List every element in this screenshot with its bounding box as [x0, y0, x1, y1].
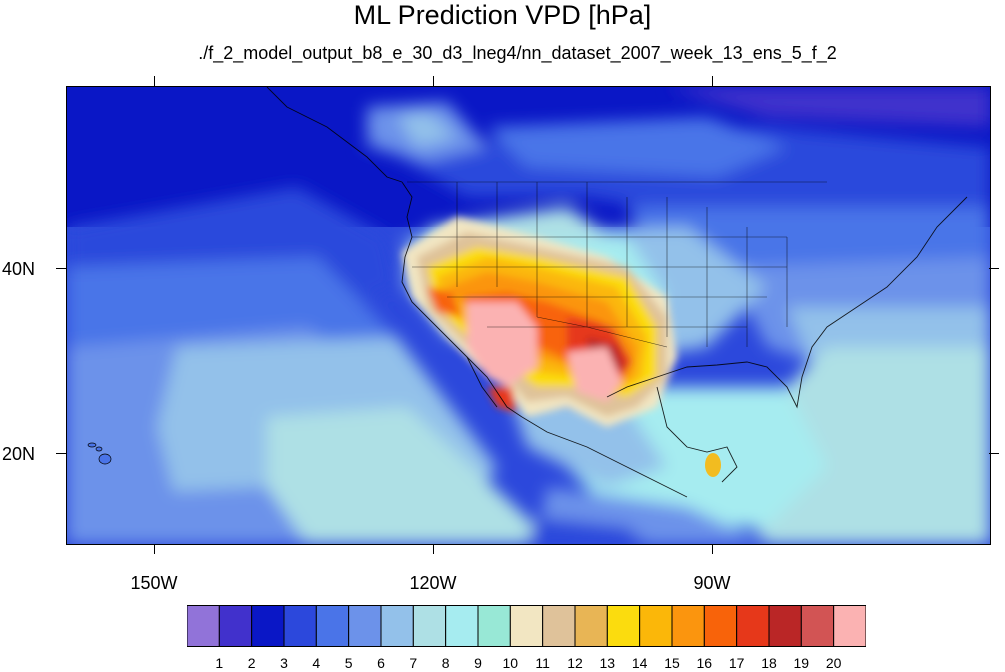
colorbar-swatch [380, 605, 414, 647]
lon-tick-90-top [712, 76, 713, 86]
colorbar-label: 5 [344, 655, 353, 671]
colorbar-label: 8 [441, 655, 450, 671]
colorbar [186, 605, 867, 647]
colorbar-label: 16 [696, 655, 713, 671]
colorbar-label: 13 [599, 655, 616, 671]
lon-tick-120-top [433, 76, 434, 86]
colorbar-swatch [477, 605, 511, 647]
colorbar-swatch [218, 605, 253, 647]
lon-label-120w: 120W [409, 573, 457, 593]
colorbar-label: 3 [280, 655, 288, 671]
colorbar-label: 4 [312, 655, 321, 671]
colorbar-swatch [703, 605, 738, 647]
colorbar-label: 12 [567, 655, 583, 671]
colorbar-label: 2 [247, 655, 256, 671]
map-title: ML Prediction VPD [hPa] [353, 0, 652, 30]
lat-tick-20 [56, 453, 66, 454]
colorbar-label: 14 [631, 655, 648, 671]
colorbar-swatch [509, 605, 544, 647]
colorbar-label: 19 [793, 655, 810, 671]
lat-tick-40 [56, 268, 66, 269]
colorbar-label: 15 [664, 655, 680, 671]
colorbar-swatch [186, 605, 220, 647]
colorbar-label: 1 [215, 655, 224, 671]
lon-label-150w: 150W [130, 573, 178, 593]
colorbar-label: 10 [502, 655, 519, 671]
colorbar-swatch [445, 605, 479, 647]
lat-tick-20-right [989, 453, 999, 454]
colorbar-label: 7 [409, 655, 418, 671]
colorbar-swatch [768, 605, 802, 647]
colorbar-label: 11 [535, 655, 550, 671]
colorbar-swatch [736, 605, 770, 647]
colorbar-swatch [606, 605, 641, 647]
colorbar-label: 20 [825, 655, 842, 671]
colorbar-swatch [574, 605, 608, 647]
colorbar-swatch [542, 605, 576, 647]
vpd-map [66, 86, 991, 545]
colorbar-swatch [412, 605, 447, 647]
lon-tick-150-top [154, 76, 155, 86]
lon-tick-150 [154, 544, 155, 554]
lat-tick-40-right [989, 268, 999, 269]
colorbar-swatch [251, 605, 285, 647]
colorbar-label: 17 [728, 655, 745, 671]
colorbar-swatch [800, 605, 835, 647]
map-subtitle: ./f_2_model_output_b8_e_30_d3_lneg4/nn_d… [198, 43, 837, 63]
colorbar-swatch [315, 605, 350, 647]
colorbar-swatch [283, 605, 317, 647]
vpd-field [67, 87, 990, 544]
colorbar-swatch [639, 605, 673, 647]
colorbar-swatch [833, 605, 867, 647]
lat-label-20n: 20N [2, 444, 36, 464]
lon-label-90w: 90W [693, 573, 731, 593]
colorbar-swatch [671, 605, 705, 647]
lat-label-40n: 40N [2, 259, 36, 279]
colorbar-label: 18 [761, 655, 777, 671]
colorbar-label: 6 [377, 655, 385, 671]
colorbar-svg [186, 605, 867, 647]
lon-tick-120 [433, 544, 434, 554]
colorbar-swatch [348, 605, 382, 647]
colorbar-label: 9 [474, 655, 482, 671]
lon-tick-90 [712, 544, 713, 554]
